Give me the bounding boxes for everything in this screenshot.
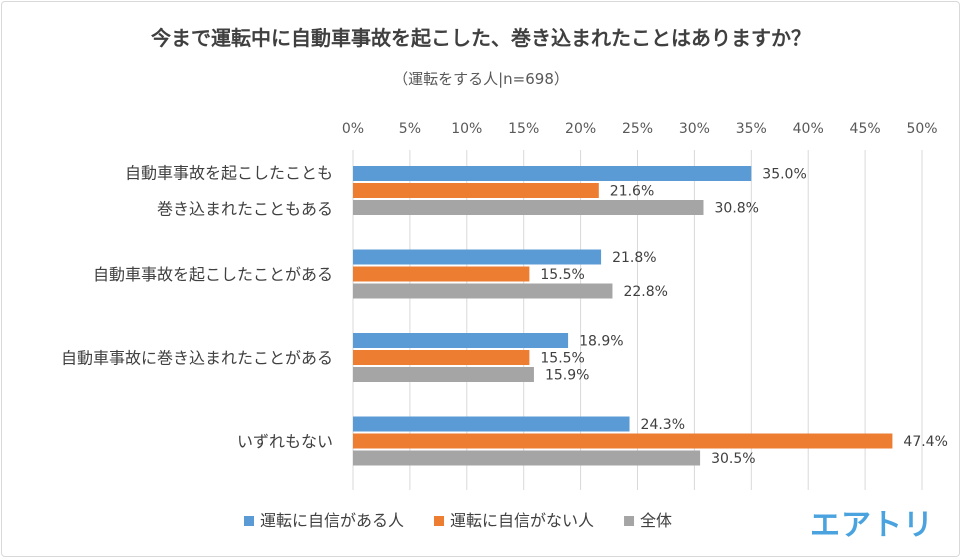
x-tick-label: 25%: [622, 121, 653, 137]
bar: [353, 433, 893, 449]
x-tick-label: 0%: [342, 121, 364, 137]
data-label: 24.3%: [641, 417, 685, 433]
category-label: 自動車事故を起こしたことも: [125, 164, 333, 183]
bar: [353, 283, 613, 299]
x-tick-label: 5%: [399, 121, 421, 137]
bar: [353, 266, 530, 282]
category-label: 自動車事故を起こしたことがある: [93, 265, 333, 284]
data-label: 15.5%: [540, 351, 584, 367]
bar: [353, 367, 534, 382]
category-label: 自動車事故に巻き込まれたことがある: [61, 349, 333, 368]
bar: [353, 200, 704, 215]
bar: [353, 166, 752, 181]
x-tick-label: 20%: [565, 121, 596, 137]
data-label: 15.9%: [545, 368, 589, 384]
x-tick-label: 10%: [451, 121, 482, 137]
legend-swatch: [244, 516, 254, 526]
chart-subtitle: （運転をする人|n=698）: [393, 70, 569, 88]
category-label: 巻き込まれたこともある: [157, 200, 333, 219]
data-label: 15.5%: [540, 267, 584, 283]
bar: [353, 450, 701, 466]
data-label: 18.9%: [579, 334, 623, 350]
data-label: 21.6%: [610, 184, 654, 200]
bar: [353, 333, 569, 348]
legend-swatch: [434, 516, 445, 526]
legend-swatch: [624, 516, 635, 526]
x-tick-label: 50%: [906, 121, 937, 137]
data-label: 30.5%: [711, 451, 755, 467]
category-labels: 自動車事故を起こしたことも巻き込まれたこともある自動車事故を起こしたことがある自…: [61, 164, 333, 452]
x-tick-label: 15%: [508, 121, 539, 137]
data-label: 21.8%: [612, 250, 656, 266]
data-label: 47.4%: [903, 434, 947, 450]
data-label: 30.8%: [715, 201, 759, 217]
data-label: 22.8%: [623, 284, 667, 300]
category-label: いずれもない: [237, 432, 333, 451]
bar: [353, 350, 530, 365]
x-tick-label: 35%: [736, 121, 767, 137]
legend-label: 全体: [640, 511, 672, 530]
data-label: 35.0%: [762, 167, 806, 183]
legend-label: 運転に自信がある人: [260, 511, 404, 530]
data-labels: 35.0%21.6%30.8%21.8%15.5%22.8%18.9%15.5%…: [540, 167, 948, 468]
x-tick-label: 40%: [793, 121, 824, 137]
bar: [353, 183, 599, 198]
x-axis-ticks: 0% 5% 10% 15% 20% 25% 30% 35% 40% 45% 50%: [342, 121, 938, 137]
x-tick-label: 30%: [679, 121, 710, 137]
legend: 運転に自信がある人 運転に自信がない人 全体: [244, 511, 672, 530]
legend-label: 運転に自信がない人: [450, 511, 594, 530]
chart-title: 今まで運転中に自動車事故を起こした、巻き込まれたことはありますか？: [151, 26, 811, 50]
bar: [353, 249, 602, 265]
bar: [353, 416, 630, 432]
bars: [353, 166, 893, 466]
brand-logo: エアトリ: [810, 508, 934, 543]
x-tick-label: 45%: [850, 121, 881, 137]
